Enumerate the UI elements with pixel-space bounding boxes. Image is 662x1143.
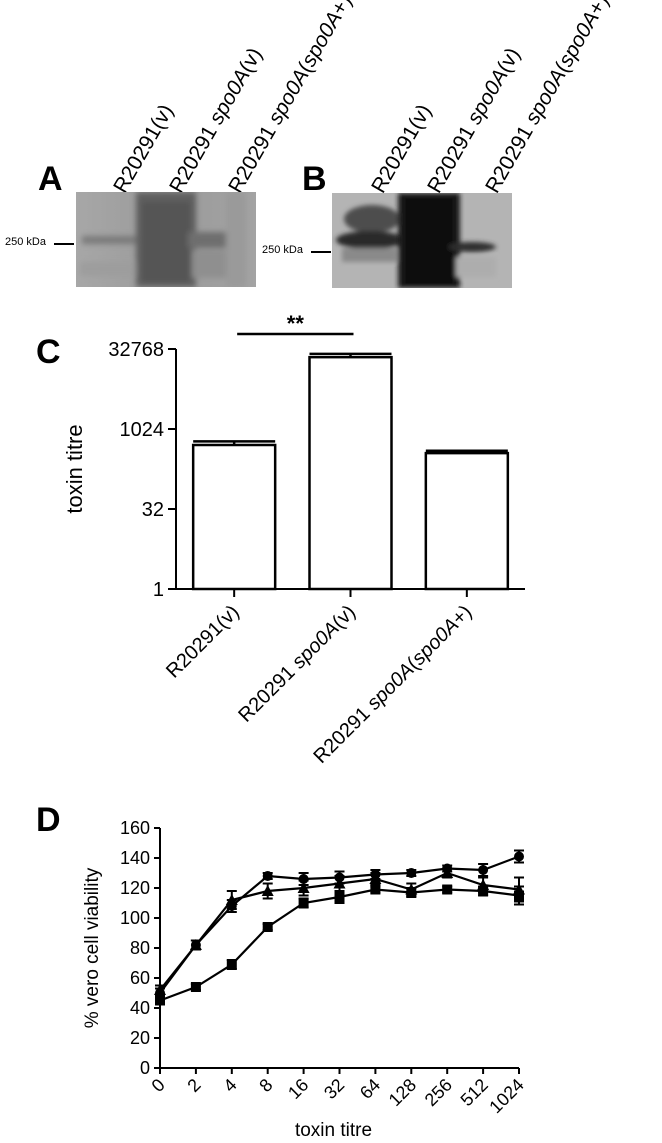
y-tick-label: 160	[120, 818, 150, 838]
data-point-square	[370, 884, 381, 895]
data-point-triangle	[369, 873, 382, 884]
y-axis-label: toxin titre	[62, 424, 87, 513]
y-tick-label: 1	[153, 579, 164, 601]
x-tick-label: 16	[284, 1075, 312, 1103]
x-tick-label: 8	[255, 1075, 276, 1096]
panel-a-western-blot	[76, 192, 256, 287]
data-point-circle	[262, 871, 273, 881]
data-point-triangle	[154, 984, 166, 995]
y-tick-label: 120	[120, 878, 150, 898]
data-point-triangle	[333, 877, 346, 889]
significance-stars: **	[287, 311, 305, 336]
panel-b-marker-label: 250 kDa	[262, 244, 303, 256]
y-tick-label: 40	[130, 998, 150, 1018]
y-tick-label: 0	[140, 1058, 150, 1078]
x-tick-label: 1024	[485, 1075, 527, 1117]
bar	[424, 451, 510, 591]
y-tick-label: 32	[142, 499, 164, 521]
panel-b-western-blot	[332, 193, 512, 288]
x-tick-label: 128	[385, 1075, 420, 1110]
data-point-circle	[514, 851, 524, 862]
panel-b-letter: B	[302, 160, 327, 198]
data-point-triangle	[225, 894, 238, 905]
data-point-square	[262, 922, 273, 932]
panel-a-marker-tick	[54, 243, 74, 245]
panel-a-marker-label: 250 kDa	[5, 236, 46, 248]
data-point-triangle	[189, 939, 202, 950]
x-tick-label: 2	[184, 1075, 205, 1096]
y-tick-label: 80	[130, 938, 150, 958]
x-tick-label: 256	[421, 1075, 456, 1110]
x-tick-label: 0	[148, 1075, 169, 1096]
data-point-triangle	[441, 867, 454, 878]
y-tick-label: 140	[120, 848, 150, 868]
x-tick-label: 64	[356, 1075, 384, 1103]
y-tick-label: 1024	[120, 419, 165, 441]
y-tick-label: 100	[120, 908, 150, 928]
y-axis-label: % vero cell viability	[82, 867, 103, 1028]
y-tick-label: 20	[130, 1028, 150, 1048]
data-point-square	[478, 886, 489, 896]
bar	[191, 443, 277, 591]
data-point-square	[514, 890, 524, 901]
panel-b-marker-tick	[311, 251, 331, 253]
data-point-circle	[478, 865, 489, 875]
panel-a-letter: A	[38, 160, 63, 198]
bar	[308, 355, 393, 591]
data-point-square	[226, 959, 237, 970]
data-point-triangle	[297, 882, 310, 893]
y-tick-label: 32768	[108, 339, 164, 361]
data-point-square	[334, 892, 345, 902]
panel-c-letter: C	[36, 333, 61, 371]
x-tick-label: 32	[320, 1075, 348, 1103]
data-point-square	[406, 887, 417, 898]
data-point-square	[155, 995, 165, 1006]
series-line-square	[159, 888, 520, 1002]
data-point-square	[442, 884, 453, 895]
data-point-circle	[406, 868, 417, 878]
data-point-square	[190, 982, 201, 992]
data-point-triangle	[261, 885, 274, 896]
y-tick-label: 60	[130, 968, 150, 988]
x-tick-label: 4	[219, 1075, 240, 1096]
x-axis-label: toxin titre	[295, 1120, 372, 1141]
panel-d-letter: D	[36, 801, 61, 839]
data-point-square	[298, 898, 309, 908]
